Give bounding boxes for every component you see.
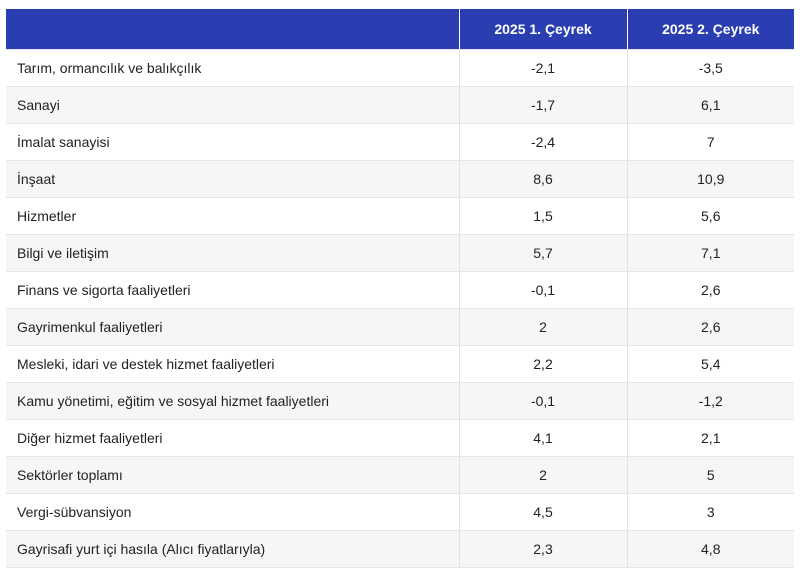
sector-label: Hizmetler: [6, 197, 459, 235]
q2-value: 7: [626, 123, 794, 161]
q1-value: 5,7: [458, 234, 627, 272]
q2-value: 5: [626, 456, 794, 494]
table-row: Diğer hizmet faaliyetleri 4,1 2,1: [6, 419, 794, 457]
table-container: 2025 1. Çeyrek 2025 2. Çeyrek Tarım, orm…: [6, 9, 794, 568]
table-row: Sanayi -1,7 6,1: [6, 86, 794, 124]
q1-value: 1,5: [458, 197, 627, 235]
q1-value: -0,1: [458, 382, 627, 420]
q2-value: 2,6: [626, 308, 794, 346]
q1-value: -2,4: [458, 123, 627, 161]
sector-label: Tarım, ormancılık ve balıkçılık: [6, 49, 459, 87]
table-row: Tarım, ormancılık ve balıkçılık -2,1 -3,5: [6, 49, 794, 87]
q2-value: 2,1: [626, 419, 794, 457]
q1-value: 2: [458, 308, 627, 346]
q2-value: -1,2: [626, 382, 794, 420]
sector-label: Diğer hizmet faaliyetleri: [6, 419, 459, 457]
q1-value: 4,1: [458, 419, 627, 457]
q2-value: 3: [626, 493, 794, 531]
sector-label: Kamu yönetimi, eğitim ve sosyal hizmet f…: [6, 382, 459, 420]
q2-value: 6,1: [626, 86, 794, 124]
table-row: Bilgi ve iletişim 5,7 7,1: [6, 234, 794, 272]
table-header: 2025 1. Çeyrek 2025 2. Çeyrek: [6, 9, 794, 50]
sector-growth-table: 2025 1. Çeyrek 2025 2. Çeyrek Tarım, orm…: [6, 9, 794, 568]
q2-value: -3,5: [626, 49, 794, 87]
q1-value: -1,7: [458, 86, 627, 124]
sector-label: Sektörler toplamı: [6, 456, 459, 494]
q1-value: 2,2: [458, 345, 627, 383]
sector-label: Sanayi: [6, 86, 459, 124]
sector-label: Bilgi ve iletişim: [6, 234, 459, 272]
table-row: Mesleki, idari ve destek hizmet faaliyet…: [6, 345, 794, 383]
sector-label: İnşaat: [6, 160, 459, 198]
table-row: Vergi-sübvansiyon 4,5 3: [6, 493, 794, 531]
q1-value: 2,3: [458, 530, 627, 568]
q1-value: -2,1: [458, 49, 627, 87]
q2-value: 10,9: [626, 160, 794, 198]
q1-value: 2: [458, 456, 627, 494]
table-row: Hizmetler 1,5 5,6: [6, 197, 794, 235]
sector-label: Mesleki, idari ve destek hizmet faaliyet…: [6, 345, 459, 383]
q2-value: 2,6: [626, 271, 794, 309]
table-row: İnşaat 8,6 10,9: [6, 160, 794, 198]
q1-value: 4,5: [458, 493, 627, 531]
q2-value: 7,1: [626, 234, 794, 272]
q2-value: 5,4: [626, 345, 794, 383]
table-row: İmalat sanayisi -2,4 7: [6, 123, 794, 161]
table-row: Gayrisafi yurt içi hasıla (Alıcı fiyatla…: [6, 530, 794, 568]
sector-label: İmalat sanayisi: [6, 123, 459, 161]
sector-label: Gayrisafi yurt içi hasıla (Alıcı fiyatla…: [6, 530, 459, 568]
q2-value: 4,8: [626, 530, 794, 568]
header-row: 2025 1. Çeyrek 2025 2. Çeyrek: [6, 9, 794, 50]
table-row: Kamu yönetimi, eğitim ve sosyal hizmet f…: [6, 382, 794, 420]
table-row: Finans ve sigorta faaliyetleri -0,1 2,6: [6, 271, 794, 309]
q1-value: -0,1: [458, 271, 627, 309]
q2-value: 5,6: [626, 197, 794, 235]
q1-value: 8,6: [458, 160, 627, 198]
sector-label: Vergi-sübvansiyon: [6, 493, 459, 531]
header-q2-2025: 2025 2. Çeyrek: [626, 9, 794, 50]
header-sector: [6, 9, 459, 50]
sector-label: Gayrimenkul faaliyetleri: [6, 308, 459, 346]
table-row: Sektörler toplamı 2 5: [6, 456, 794, 494]
header-q1-2025: 2025 1. Çeyrek: [458, 9, 627, 50]
table-body: Tarım, ormancılık ve balıkçılık -2,1 -3,5 S…: [6, 49, 794, 568]
table-row: Gayrimenkul faaliyetleri 2 2,6: [6, 308, 794, 346]
sector-label: Finans ve sigorta faaliyetleri: [6, 271, 459, 309]
